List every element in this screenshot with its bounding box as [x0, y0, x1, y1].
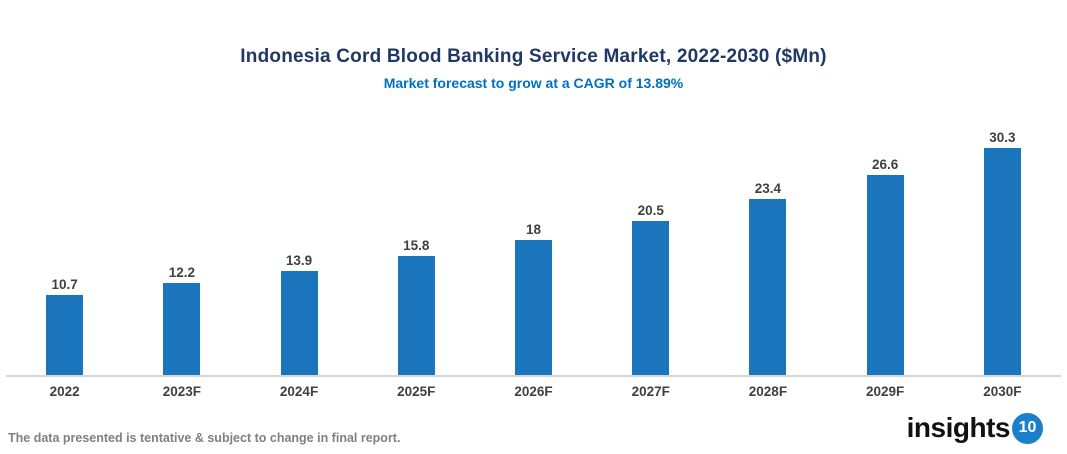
bar — [749, 199, 787, 375]
x-axis-tick-label: 2028F — [748, 384, 788, 399]
bar-column: 18 — [475, 128, 592, 375]
bar-value-label: 26.6 — [872, 157, 899, 172]
bar-value-label: 12.2 — [168, 265, 195, 280]
disclaimer-text: The data presented is tentative & subjec… — [8, 431, 401, 445]
bar-column: 12.2 — [123, 128, 240, 375]
x-axis-tick-label: 2024F — [279, 384, 319, 399]
bar — [983, 148, 1021, 375]
x-axis-labels: 2022 2023F 2024F 2025F 2026F 2027F 2028F 2029F 2… — [6, 384, 1061, 399]
bar-value-label: 30.3 — [989, 130, 1016, 145]
bar — [514, 240, 552, 375]
bar-column: 23.4 — [709, 128, 826, 375]
bar — [163, 283, 201, 375]
insights10-logo: insights 10 — [907, 412, 1043, 444]
x-axis-tick-label: 2029F — [866, 384, 905, 399]
bar-value-label: 23.4 — [754, 181, 782, 196]
bar — [866, 175, 904, 375]
chart-title: Indonesia Cord Blood Banking Service Mar… — [240, 46, 827, 67]
x-axis-tick-label: 2030F — [983, 384, 1022, 399]
bar-column: 30.3 — [944, 128, 1061, 375]
bar-column: 10.7 — [6, 128, 123, 375]
bar — [632, 221, 670, 375]
bar-column: 26.6 — [827, 128, 944, 375]
x-axis-tick-label: 2022 — [49, 384, 80, 399]
x-axis-line — [6, 375, 1061, 377]
bar — [46, 295, 84, 375]
plot-area: 10.7 12.2 13.9 15.8 18 20.5 23.4 26.6 30.3 2022 2… — [6, 128, 1061, 399]
bar-value-label: 15.8 — [403, 238, 430, 253]
bar — [280, 271, 318, 375]
bar-value-label: 20.5 — [637, 203, 664, 218]
bar-value-label: 10.7 — [51, 277, 78, 292]
logo-badge: 10 — [1012, 412, 1043, 444]
x-axis-tick-label: 2023F — [162, 384, 201, 399]
bar-column: 20.5 — [592, 128, 709, 375]
logo-text: insights — [906, 412, 1011, 443]
bar-value-label: 13.9 — [285, 253, 313, 268]
bar-column: 15.8 — [358, 128, 475, 375]
bar — [397, 256, 435, 375]
chart-header: Indonesia Cord Blood Banking Service Mar… — [0, 0, 1067, 91]
x-axis-tick-label: 2026F — [514, 384, 553, 399]
bar-column: 13.9 — [240, 128, 357, 375]
bars-row: 10.7 12.2 13.9 15.8 18 20.5 23.4 26.6 30.3 — [6, 128, 1061, 375]
x-axis-tick-label: 2025F — [397, 384, 436, 399]
bar-value-label: 18 — [525, 222, 541, 237]
chart-subtitle: Market forecast to grow at a CAGR of 13.… — [383, 75, 684, 91]
x-axis-tick-label: 2027F — [631, 384, 670, 399]
